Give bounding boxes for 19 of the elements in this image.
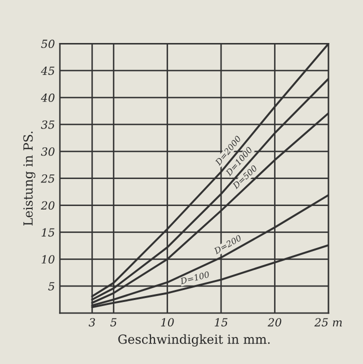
y-tick-label: 10 — [42, 255, 54, 264]
y-tick-label: 30 — [41, 147, 54, 156]
y-tick-label: 35 — [41, 120, 54, 129]
x-tick-label: 3 — [88, 318, 95, 326]
y-tick-label: 40 — [40, 94, 54, 102]
y-axis-title: Leistung in PS. — [23, 132, 36, 226]
x-tick-label: 25 m — [314, 318, 342, 326]
x-tick-label: 5 — [110, 318, 116, 326]
text: D=100 — [180, 271, 210, 284]
x-tick-label: 10 — [161, 318, 174, 326]
x-tick-label: 15 — [214, 318, 228, 326]
x-axis-title: Geschwindigkeit in mm. — [118, 334, 270, 346]
y-tick-label: 45 — [40, 66, 54, 75]
y-tick-label: 25 — [40, 174, 54, 183]
y-tick-label: 15 — [42, 228, 54, 237]
y-tick-label: 5 — [48, 282, 54, 290]
y-tick-label: 50 — [41, 40, 54, 48]
y-tick-label: 20 — [40, 201, 54, 210]
x-tick-label: 20 — [268, 318, 282, 326]
